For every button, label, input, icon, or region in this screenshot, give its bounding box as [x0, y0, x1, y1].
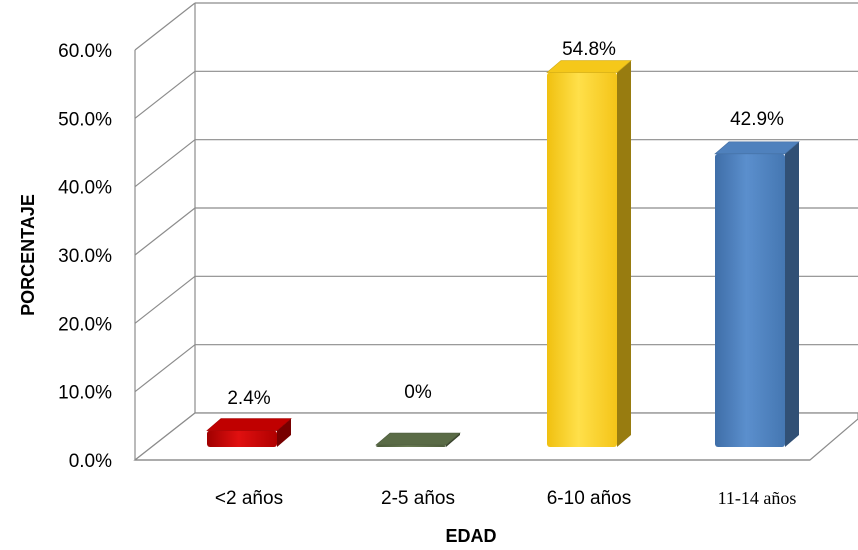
gridline-side [134, 2, 196, 51]
gridline-side [134, 207, 196, 256]
gridline-side [134, 344, 196, 393]
data-label: 2.4% [227, 388, 270, 409]
bar-front [207, 430, 277, 447]
bar [714, 141, 800, 447]
bars [206, 60, 800, 448]
data-labels: 2.4% 0% 54.8% 42.9% [227, 39, 784, 409]
gridline-side [134, 139, 196, 188]
bar-top [206, 418, 292, 431]
gridline-side [134, 275, 196, 324]
x-tick-label: 2-5 años [381, 488, 455, 509]
bar-front [715, 153, 785, 447]
data-label: 42.9% [730, 109, 784, 130]
y-axis-title: PORCENTAJE [18, 194, 38, 316]
x-tick-label: <2 años [215, 488, 283, 509]
x-axis-title: EDAD [445, 526, 496, 546]
chart-floor [133, 412, 858, 461]
bar-side [617, 60, 631, 448]
y-tick-label: 30.0% [58, 246, 112, 267]
y-tick-label: 60.0% [58, 41, 112, 62]
bar-front [376, 445, 446, 447]
bar [375, 432, 461, 447]
category-labels: <2 años 2-5 años 6-10 años 11-14 años [215, 488, 796, 509]
y-tick-label: 10.0% [58, 383, 112, 404]
bar-front [547, 72, 617, 448]
y-tick-label: 40.0% [58, 178, 112, 199]
data-label: 54.8% [562, 39, 616, 60]
x-tick-label: 6-10 años [547, 488, 632, 509]
bar-top [714, 141, 800, 155]
y-tick-label: 0.0% [69, 451, 112, 472]
y-tick-labels: 0.0% 10.0% 20.0% 30.0% 40.0% 50.0% 60.0% [58, 41, 112, 472]
bar [546, 60, 632, 448]
data-label: 0% [404, 382, 432, 403]
bar-top [546, 60, 632, 73]
bar-top [375, 432, 461, 446]
bar-side [446, 433, 460, 447]
y-tick-label: 20.0% [58, 314, 112, 335]
gridlines [134, 2, 858, 461]
bar-side [785, 141, 799, 447]
bar-side [277, 418, 291, 447]
gridline-side [134, 70, 196, 119]
bar [206, 418, 292, 447]
x-tick-label: 11-14 años [718, 488, 797, 508]
y-tick-label: 50.0% [58, 109, 112, 130]
